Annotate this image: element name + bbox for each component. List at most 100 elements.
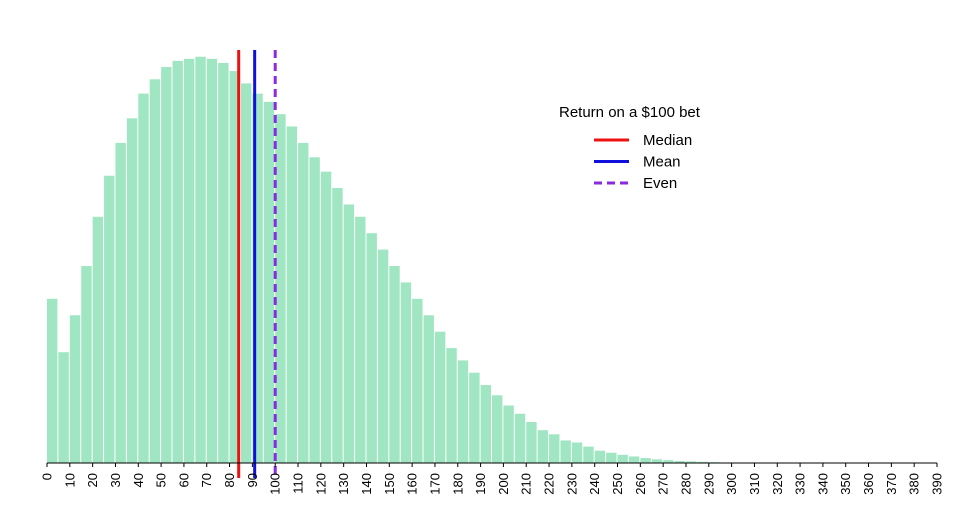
x-tick-label: 30 [108, 473, 123, 487]
x-tick-label: 210 [519, 473, 534, 495]
x-tick-label: 220 [542, 473, 557, 495]
histogram-bar [503, 405, 514, 463]
histogram-bar [446, 348, 457, 463]
histogram-bar [583, 446, 594, 463]
histogram-bar [571, 442, 583, 463]
x-tick-label: 110 [291, 473, 306, 494]
histogram-bar [195, 56, 206, 464]
x-tick-label: 20 [85, 473, 100, 487]
histogram-bar [685, 461, 697, 463]
x-tick-label: 330 [793, 473, 808, 495]
histogram-bar [366, 233, 377, 463]
histogram-bar [275, 114, 286, 463]
histogram-bar [115, 142, 126, 464]
x-tick-label: 290 [701, 473, 716, 495]
x-tick-label: 270 [656, 473, 671, 495]
histogram-bar [47, 298, 58, 463]
histogram-bar [229, 71, 240, 463]
histogram-bar [104, 175, 115, 464]
legend: Return on a $100 bet Median Mean Even [559, 104, 701, 192]
x-tick-label: 160 [405, 473, 420, 495]
histogram-bar [492, 395, 503, 463]
x-tick-label: 350 [838, 473, 853, 495]
histogram-bar [537, 430, 549, 463]
histogram-bar [126, 118, 138, 463]
mean-legend-label: Mean [643, 154, 681, 171]
histogram-bar [480, 385, 491, 463]
x-tick-label: 120 [313, 473, 328, 495]
histogram-bar [412, 298, 423, 463]
x-tick-label: 340 [815, 473, 830, 495]
x-tick-label: 150 [382, 473, 397, 495]
histogram-bar [309, 157, 320, 464]
histogram-bar [172, 60, 183, 463]
histogram-bar [355, 216, 366, 463]
histogram-bar [298, 142, 309, 464]
x-axis-ticks: 0 10 20 30 40 50 60 70 80 90 100 110 120 130 140 150 160… [40, 463, 945, 495]
x-tick-label: 390 [930, 473, 945, 495]
x-tick-label: 170 [427, 473, 442, 495]
x-tick-label: 300 [724, 473, 739, 495]
histogram-bar [594, 450, 606, 463]
x-tick-label: 370 [884, 473, 899, 495]
x-tick-label: 100 [268, 473, 283, 495]
histogram-bar [389, 266, 400, 463]
x-tick-label: 200 [496, 473, 511, 495]
histogram-bar [697, 461, 708, 463]
x-tick-label: 90 [245, 473, 260, 487]
x-tick-label: 280 [678, 473, 693, 495]
histogram-bar [674, 460, 685, 463]
histogram-bar [617, 454, 628, 463]
x-tick-label: 380 [907, 473, 922, 495]
x-tick-label: 60 [176, 473, 191, 487]
histogram-bar [149, 79, 161, 463]
legend-title: Return on a $100 bet [559, 104, 701, 121]
histogram-bar [240, 83, 252, 463]
histogram-bar [640, 458, 651, 463]
histogram-bar [457, 360, 469, 463]
x-tick-label: 320 [770, 473, 785, 495]
histogram-bar [183, 58, 195, 464]
histogram-bar [549, 434, 560, 463]
histogram-bar [514, 413, 526, 463]
histogram-bar [69, 315, 81, 463]
histogram-bar [81, 266, 92, 463]
x-tick-label: 80 [222, 473, 237, 487]
x-tick-label: 10 [62, 473, 77, 487]
histogram-bar [663, 460, 674, 463]
histogram-bar [58, 352, 69, 463]
x-tick-label: 240 [587, 473, 602, 495]
x-tick-label: 0 [40, 473, 55, 480]
legend-items: Median Mean Even [594, 132, 692, 192]
x-tick-label: 130 [336, 473, 351, 495]
histogram-bar [252, 93, 263, 464]
histogram-bar [286, 126, 298, 463]
histogram-bar [161, 66, 172, 464]
histogram-bar [320, 171, 332, 463]
bars-group [47, 56, 731, 464]
x-tick-label: 180 [450, 473, 465, 495]
x-tick-label: 360 [861, 473, 876, 495]
histogram-bar [332, 188, 343, 463]
histogram-bar [560, 440, 571, 463]
histogram-bar [92, 216, 104, 463]
histogram-bar [469, 372, 480, 463]
even-legend-label: Even [643, 175, 677, 192]
histogram-bar [423, 315, 434, 463]
histogram-bar [343, 204, 355, 463]
x-tick-label: 40 [131, 473, 146, 487]
x-tick-label: 50 [154, 473, 169, 487]
x-tick-label: 190 [473, 473, 488, 495]
x-tick-label: 250 [610, 473, 625, 495]
x-tick-label: 70 [199, 473, 214, 487]
x-tick-label: 140 [359, 473, 374, 495]
median-legend-label: Median [643, 132, 692, 149]
histogram-bar [628, 456, 640, 463]
reference-lines [237, 50, 277, 478]
histogram-bar [206, 58, 218, 464]
histogram-bar [263, 101, 275, 464]
histogram-bar [434, 331, 446, 463]
histogram-bar [651, 459, 663, 463]
x-tick-label: 230 [564, 473, 579, 495]
